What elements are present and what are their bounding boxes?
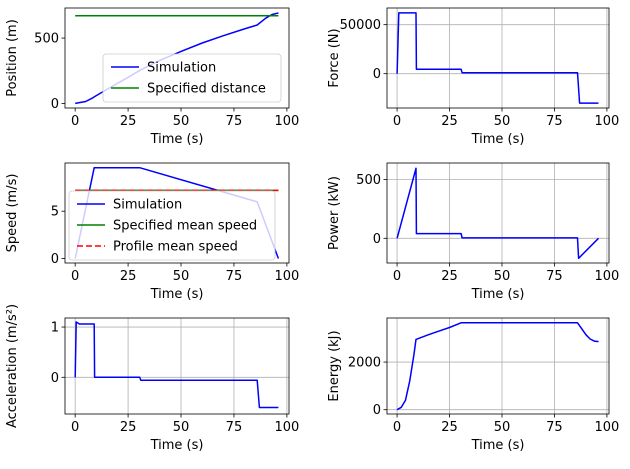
series-line-power-0 — [396, 167, 600, 260]
x-tick-label: 75 — [226, 269, 243, 284]
y-tick-label: 500 — [356, 173, 381, 188]
x-tick-label: 25 — [120, 114, 137, 129]
y-tick-label: 2000 — [348, 356, 381, 371]
axes-frame — [64, 162, 290, 264]
y-tick-label: 5 — [51, 205, 59, 220]
axes-frame — [386, 162, 610, 264]
x-tick-label: 25 — [441, 420, 458, 435]
axes-frame — [64, 317, 290, 415]
x-tick-label: 50 — [494, 269, 511, 284]
y-tick-label: 0 — [373, 67, 381, 82]
y-axis-label: Force (N) — [327, 28, 342, 87]
y-axis-label: Energy (kJ) — [327, 330, 342, 401]
x-tick-label: 100 — [594, 269, 619, 284]
x-tick-label: 75 — [226, 114, 243, 129]
x-tick-label: 100 — [594, 420, 619, 435]
y-tick-label: 50000 — [340, 18, 381, 33]
x-tick-label: 0 — [71, 114, 79, 129]
y-axis-label: Speed (m/s) — [5, 174, 20, 253]
x-tick-label: 0 — [71, 420, 79, 435]
x-axis-label: Time (s) — [471, 132, 525, 147]
legend-entry: Simulation — [147, 61, 216, 76]
y-tick-label: 1 — [51, 321, 59, 336]
legend-entry: Specified mean speed — [113, 219, 257, 234]
x-tick-label: 75 — [226, 420, 243, 435]
x-tick-label: 50 — [173, 420, 190, 435]
y-tick-label: 500 — [34, 32, 59, 47]
y-axis-label: Position (m) — [5, 19, 20, 97]
x-axis-label: Time (s) — [471, 438, 525, 453]
x-tick-label: 25 — [120, 420, 137, 435]
x-axis-label: Time (s) — [150, 438, 204, 453]
legend: Simulation Specified mean speed Profile me… — [68, 190, 276, 261]
x-tick-label: 0 — [393, 269, 401, 284]
y-tick-label: 0 — [51, 97, 59, 112]
x-tick-label: 50 — [173, 269, 190, 284]
x-tick-label: 100 — [274, 114, 299, 129]
legend-box — [102, 53, 282, 103]
subplot-energy: 0 25 50 75 100 0 2000 Time (s) Energy (kJ) — [327, 317, 619, 453]
subplot-acceleration: 0 25 50 75 100 0 1 Time (s) Acceleration (m/s²) — [5, 304, 299, 453]
series-line-acceleration-0 — [74, 321, 279, 409]
series-line-energy-0 — [396, 322, 599, 411]
x-tick-label: 100 — [594, 114, 619, 129]
x-axis-label: Time (s) — [150, 132, 204, 147]
x-tick-label: 100 — [274, 420, 299, 435]
x-tick-label: 75 — [546, 114, 563, 129]
y-tick-label: 0 — [373, 403, 381, 418]
legend-entry: Simulation — [113, 198, 182, 213]
y-tick-label: 0 — [51, 252, 59, 267]
x-tick-label: 0 — [393, 420, 401, 435]
axes-frame — [64, 7, 290, 109]
subplot-speed: 0 25 50 75 100 0 5 Time (s) Speed (m/s) Simulatio… — [5, 162, 299, 302]
x-tick-label: 25 — [120, 269, 137, 284]
axes-frame — [386, 317, 610, 415]
axes-frame — [386, 7, 610, 109]
y-axis-label: Power (kW) — [327, 176, 342, 250]
x-tick-label: 75 — [546, 269, 563, 284]
y-tick-label: 0 — [51, 371, 59, 386]
x-tick-label: 25 — [441, 269, 458, 284]
x-axis-label: Time (s) — [471, 287, 525, 302]
subplot-power: 0 25 50 75 100 0 500 Time (s) Power (kW) — [327, 162, 619, 302]
legend: Simulation Specified distance — [102, 53, 282, 103]
y-tick-label: 0 — [373, 232, 381, 247]
legend-entry: Specified distance — [147, 82, 266, 97]
x-tick-label: 50 — [494, 114, 511, 129]
y-axis-label: Acceleration (m/s²) — [5, 304, 20, 428]
legend-box — [68, 190, 276, 261]
x-tick-label: 25 — [441, 114, 458, 129]
subplot-position: 0 25 50 75 100 0 500 Time (s) Position (m) Simula… — [5, 7, 299, 147]
x-axis-label: Time (s) — [150, 287, 204, 302]
x-tick-label: 0 — [71, 269, 79, 284]
legend-entry: Profile mean speed — [113, 240, 238, 255]
x-tick-label: 75 — [546, 420, 563, 435]
x-tick-label: 50 — [494, 420, 511, 435]
x-tick-label: 0 — [393, 114, 401, 129]
series-line-force-0 — [396, 12, 599, 104]
x-tick-label: 100 — [274, 269, 299, 284]
subplot-force: 0 25 50 75 100 0 50000 Time (s) Force (N) — [327, 7, 619, 147]
x-tick-label: 50 — [173, 114, 190, 129]
